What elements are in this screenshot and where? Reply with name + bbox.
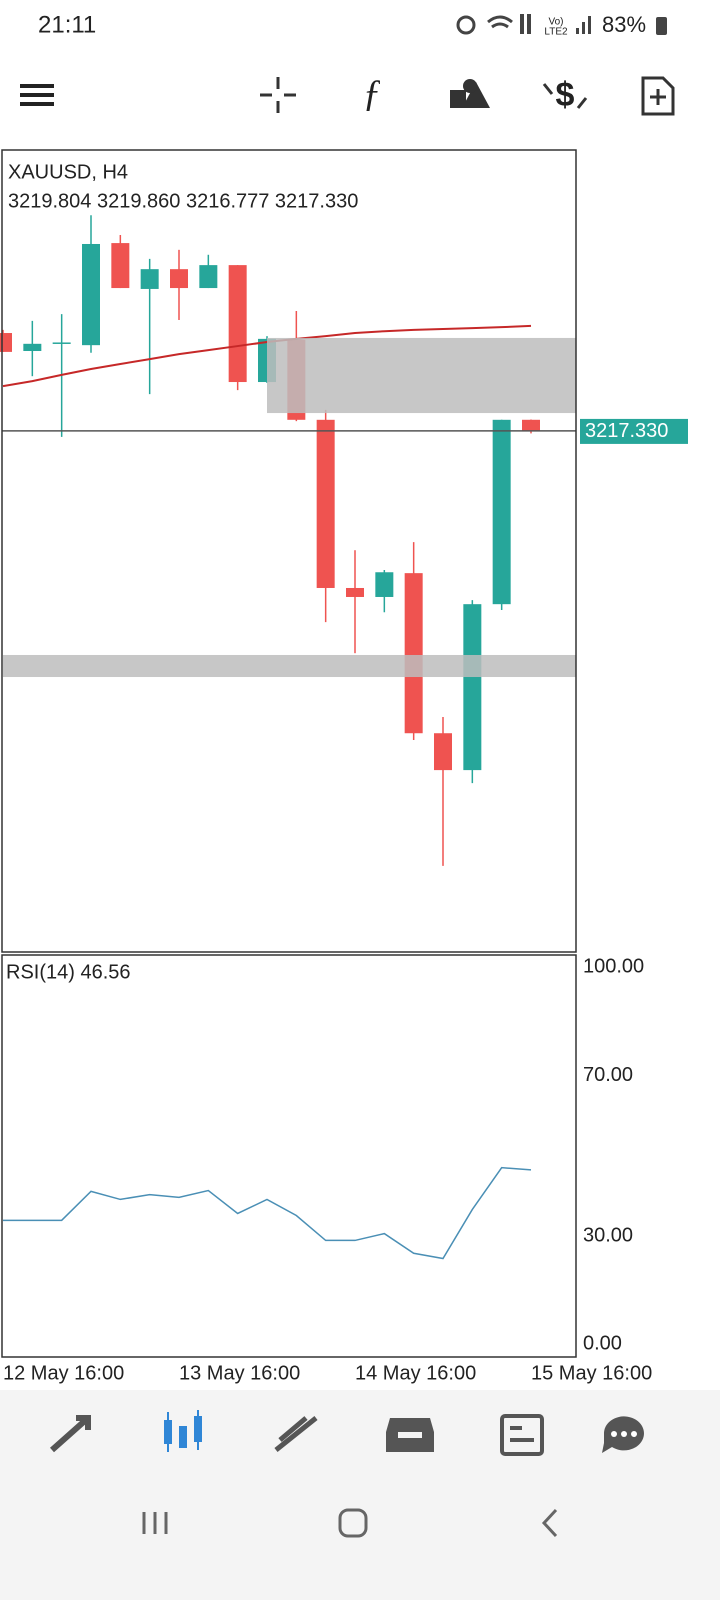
candle-body <box>346 587 364 597</box>
battery-icon <box>656 17 667 35</box>
candle-body <box>111 243 130 289</box>
candle-body <box>23 343 42 352</box>
trade-tab[interactable] <box>274 1416 318 1452</box>
candle-body <box>82 243 100 346</box>
candle-body <box>170 269 188 289</box>
last-price-tag <box>580 418 688 444</box>
x-tick-label: 12 May 16:00 <box>3 1362 124 1384</box>
svg-text:LTE2: LTE2 <box>544 27 568 38</box>
candle-body <box>316 419 335 588</box>
y-tick-label: 70.00 <box>583 1064 633 1086</box>
clock: 21:11 <box>38 11 96 38</box>
candle-body <box>0 333 12 352</box>
candle-body <box>375 572 394 597</box>
x-tick-label: 14 May 16:00 <box>355 1362 476 1384</box>
chat-tab[interactable] <box>602 1416 644 1453</box>
status-icons: Vo) LTE2 <box>456 14 591 38</box>
rsi-panel-frame <box>1 954 577 1358</box>
recent-apps-button[interactable] <box>142 1512 168 1534</box>
candle-body <box>52 342 71 344</box>
zones-layer <box>2 337 576 678</box>
chart-tab[interactable] <box>164 1410 202 1452</box>
candle-body <box>522 419 540 431</box>
menu-button[interactable] <box>20 84 54 106</box>
candle-body <box>492 419 511 605</box>
indicators-button[interactable]: ƒ <box>363 73 382 115</box>
y-tick-label: 0.00 <box>583 1332 622 1354</box>
history-tab[interactable] <box>386 1418 434 1452</box>
svg-text:$: $ <box>556 76 575 114</box>
x-tick-label: 15 May 16:00 <box>531 1362 652 1384</box>
svg-text:Vo): Vo) <box>548 17 563 28</box>
candle-body <box>463 604 482 771</box>
candle-body <box>404 573 423 734</box>
crosshair-button[interactable] <box>260 77 296 113</box>
new-order-button[interactable] <box>641 76 675 116</box>
candle-body <box>199 265 218 289</box>
symbol-title: XAUUSD, H4 <box>8 161 128 183</box>
back-button[interactable] <box>541 1508 558 1538</box>
home-button[interactable] <box>338 1508 368 1538</box>
candle-body <box>434 733 452 771</box>
last-price-label: 3217.330 <box>585 420 668 442</box>
battery-level: 83% <box>602 12 646 37</box>
x-tick-label: 13 May 16:00 <box>179 1362 300 1384</box>
price-zone <box>3 654 576 678</box>
trade-button[interactable]: $ <box>542 76 588 114</box>
ohlc-readout: 3219.804 3219.860 3216.777 3217.330 <box>8 190 358 212</box>
candle-body <box>228 265 247 383</box>
y-tick-label: 100.00 <box>583 955 644 977</box>
quotes-tab[interactable] <box>50 1415 91 1453</box>
marks-layer <box>0 215 540 1260</box>
price-zone <box>267 337 576 414</box>
candle-body <box>140 269 159 289</box>
news-tab[interactable] <box>500 1414 544 1456</box>
rsi-title: RSI(14) 46.56 <box>6 961 131 983</box>
text-layer: 3217.330 100.00 70.00 30.00 0.00 12 May 16:00… <box>3 418 688 1384</box>
rsi-line <box>3 1166 532 1260</box>
main-panel-frame <box>1 149 577 953</box>
objects-button[interactable] <box>450 79 490 108</box>
system-nav <box>0 1480 720 1600</box>
bottom-nav <box>0 1390 720 1480</box>
y-tick-label: 30.00 <box>583 1225 633 1247</box>
